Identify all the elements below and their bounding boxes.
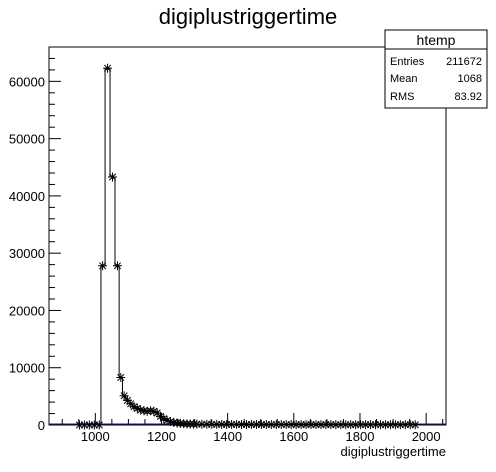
- stats-mean-value: 1068: [458, 73, 482, 85]
- x-tick-label: 1600: [279, 429, 308, 444]
- y-tick-label: 40000: [9, 189, 45, 204]
- y-tick-label: 10000: [9, 361, 45, 376]
- stats-entries-label: Entries: [390, 56, 425, 68]
- data-point: [159, 414, 169, 424]
- stats-box-title: htemp: [417, 32, 456, 48]
- data-point: [103, 63, 113, 73]
- stats-box: htemp Entries 211672 Mean 1068 RMS 83.92: [384, 29, 488, 109]
- data-point: [94, 420, 104, 430]
- data-point: [108, 172, 118, 182]
- x-tick-label: 1800: [346, 429, 375, 444]
- histogram-series: [49, 63, 446, 430]
- y-tick-label: 60000: [9, 74, 45, 89]
- stats-mean-label: Mean: [390, 73, 418, 85]
- x-tick-label: 1200: [147, 429, 176, 444]
- histogram-outline: [76, 67, 419, 426]
- y-tick-label: 20000: [9, 303, 45, 318]
- data-point: [410, 420, 420, 430]
- data-point: [119, 391, 129, 401]
- y-tick-label: 50000: [9, 132, 45, 147]
- y-axis: 0 10000 20000 30000 40000 50000 60000: [9, 46, 61, 433]
- stats-rms-value: 83.92: [454, 91, 482, 103]
- x-tick-label: 1400: [213, 429, 242, 444]
- data-point: [98, 261, 108, 271]
- chart-title: digiplustriggertime: [159, 4, 338, 29]
- data-point: [116, 372, 126, 382]
- stats-box-frame: [384, 29, 488, 109]
- x-axis-title: digiplustriggertime: [341, 444, 447, 459]
- y-tick-label: 30000: [9, 246, 45, 261]
- stats-entries-value: 211672: [446, 56, 482, 68]
- y-tick-label: 0: [38, 418, 45, 433]
- x-tick-label: 1000: [81, 429, 110, 444]
- data-point: [112, 261, 122, 271]
- x-tick-label: 2000: [412, 429, 441, 444]
- stats-rms-label: RMS: [390, 91, 414, 103]
